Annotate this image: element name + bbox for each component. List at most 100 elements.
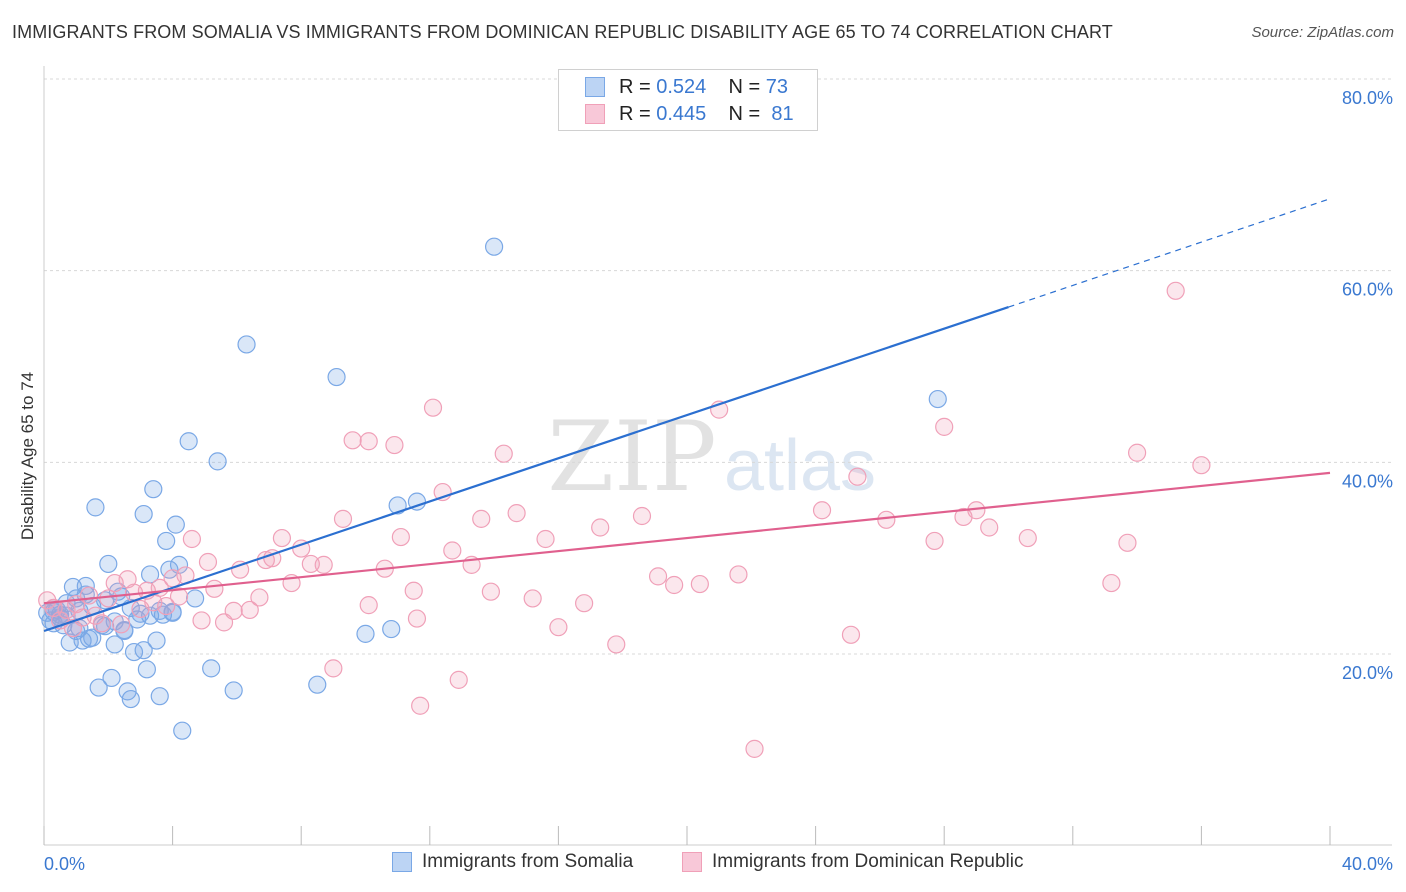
point-dominican bbox=[423, 398, 443, 417]
trend-line-dominican bbox=[43, 471, 1331, 605]
point-dominican bbox=[359, 432, 378, 451]
point-dominican bbox=[112, 615, 131, 634]
series-swatch-somalia bbox=[392, 852, 412, 872]
point-dominican bbox=[1127, 443, 1147, 462]
point-dominican bbox=[359, 596, 378, 615]
point-somalia bbox=[134, 504, 153, 524]
point-dominican bbox=[1192, 456, 1211, 475]
legend-r-value: 0.524 bbox=[656, 75, 707, 98]
point-dominican bbox=[449, 670, 468, 689]
series-name-somalia: Immigrants from Somalia bbox=[422, 851, 634, 872]
point-dominican bbox=[192, 611, 211, 630]
point-dominican bbox=[494, 444, 513, 463]
point-dominican bbox=[169, 587, 189, 606]
point-dominican bbox=[925, 531, 944, 551]
point-dominican bbox=[745, 739, 764, 758]
point-dominican bbox=[272, 528, 292, 548]
y-tick-label: 20.0% bbox=[1342, 663, 1393, 683]
point-dominican bbox=[205, 579, 224, 598]
point-dominican bbox=[301, 554, 320, 574]
x-tick-label: 0.0% bbox=[44, 854, 85, 874]
point-dominican bbox=[729, 565, 748, 584]
data-points bbox=[38, 237, 1211, 758]
point-somalia bbox=[99, 554, 118, 574]
series-legend-dominican: Immigrants from Dominican Republic bbox=[682, 851, 1024, 873]
legend-r-value: 0.445 bbox=[656, 102, 707, 125]
legend-swatch-somalia bbox=[585, 77, 605, 97]
point-somalia bbox=[179, 432, 198, 451]
legend-n-label: N = bbox=[728, 102, 761, 125]
point-somalia bbox=[327, 367, 346, 387]
point-dominican bbox=[99, 589, 118, 608]
point-dominican bbox=[877, 510, 896, 529]
point-dominican bbox=[411, 696, 430, 715]
point-somalia bbox=[76, 576, 95, 596]
point-dominican bbox=[391, 527, 410, 547]
gridlines bbox=[44, 78, 1392, 655]
point-dominican bbox=[848, 467, 867, 486]
point-somalia bbox=[83, 628, 102, 647]
point-somalia bbox=[140, 606, 160, 625]
point-somalia bbox=[356, 624, 375, 643]
point-somalia bbox=[308, 675, 327, 694]
legend-row-somalia: R = 0.524 N = 73 bbox=[585, 74, 788, 100]
series-swatch-dominican bbox=[682, 852, 702, 872]
watermark-atlas: atlas bbox=[724, 426, 876, 506]
x-tick-label: 40.0% bbox=[1342, 854, 1393, 874]
point-dominican bbox=[935, 417, 954, 436]
point-dominican bbox=[1018, 528, 1037, 548]
point-somalia bbox=[186, 589, 205, 608]
point-somalia bbox=[147, 631, 166, 650]
point-somalia bbox=[150, 687, 169, 706]
legend-n-value: 81 bbox=[771, 102, 794, 125]
point-dominican bbox=[443, 541, 462, 560]
point-dominican bbox=[472, 509, 491, 528]
point-dominican bbox=[841, 625, 861, 644]
legend-swatch-dominican bbox=[585, 104, 605, 124]
point-dominican bbox=[980, 518, 999, 537]
legend-n-value: 73 bbox=[765, 75, 789, 98]
point-dominican bbox=[665, 575, 684, 595]
trend-line-somalia bbox=[43, 306, 1009, 633]
point-dominican bbox=[79, 586, 99, 605]
watermark-zip: ZIP bbox=[547, 401, 716, 513]
point-somalia bbox=[121, 689, 140, 709]
point-dominican bbox=[812, 501, 832, 520]
point-somalia bbox=[173, 721, 192, 740]
point-somalia bbox=[485, 237, 504, 256]
point-somalia bbox=[137, 660, 156, 679]
point-dominican bbox=[507, 504, 526, 523]
point-dominican bbox=[407, 609, 427, 628]
point-dominican bbox=[632, 506, 652, 526]
point-dominican bbox=[591, 518, 610, 537]
y-tick-label: 40.0% bbox=[1342, 471, 1393, 491]
point-dominican bbox=[1118, 533, 1137, 552]
point-somalia bbox=[928, 389, 947, 409]
point-dominican bbox=[343, 431, 362, 450]
series-legend-somalia: Immigrants from Somalia bbox=[392, 851, 633, 873]
series-name-dominican: Immigrants from Dominican Republic bbox=[712, 851, 1024, 872]
point-dominican bbox=[198, 552, 218, 572]
point-dominican bbox=[648, 567, 668, 586]
point-somalia bbox=[382, 619, 401, 639]
point-dominican bbox=[1166, 281, 1185, 300]
watermark: ZIP atlas bbox=[547, 401, 876, 513]
legend-n-label: N = bbox=[728, 75, 761, 98]
point-dominican bbox=[224, 601, 243, 620]
point-somalia bbox=[202, 659, 221, 678]
point-dominican bbox=[481, 582, 500, 601]
trend-lines bbox=[43, 198, 1331, 633]
y-tick-label: 60.0% bbox=[1342, 280, 1393, 300]
point-dominican bbox=[240, 600, 259, 620]
point-somalia bbox=[102, 668, 121, 688]
legend-r-label: R = bbox=[619, 102, 651, 125]
chart-title: IMMIGRANTS FROM SOMALIA VS IMMIGRANTS FR… bbox=[12, 22, 1113, 42]
legend-row-dominican: R = 0.445 N = 81 bbox=[585, 101, 794, 127]
point-dominican bbox=[314, 555, 333, 574]
point-somalia bbox=[237, 335, 256, 354]
point-dominican bbox=[575, 594, 594, 613]
point-somalia bbox=[86, 498, 105, 517]
point-dominican bbox=[182, 529, 201, 549]
point-somalia bbox=[407, 492, 427, 511]
